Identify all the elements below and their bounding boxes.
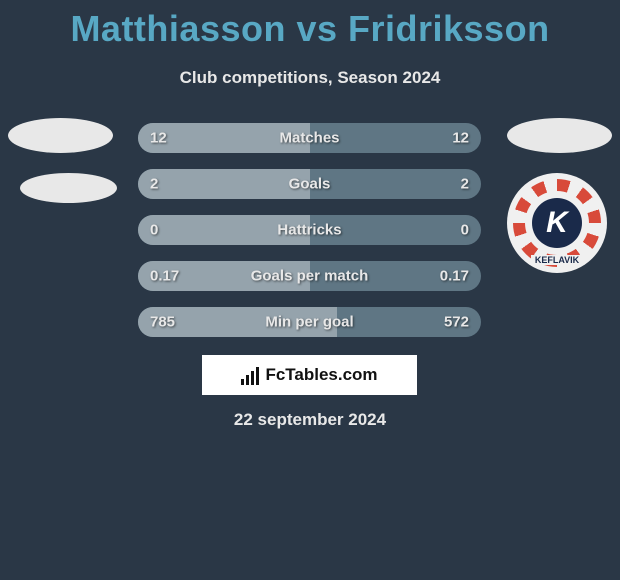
stat-value-left: 2: [150, 176, 158, 193]
brand-attribution[interactable]: FcTables.com: [202, 355, 417, 395]
stat-row-goals-per-match: 0.17 Goals per match 0.17: [138, 261, 481, 291]
stat-value-right: 572: [444, 314, 469, 331]
stat-bar-left: [138, 169, 310, 199]
team-logo-keflavik: K KEFLAVIK: [507, 173, 607, 273]
stat-value-right: 0: [461, 222, 469, 239]
stat-label: Hattricks: [277, 222, 341, 239]
stat-value-right: 12: [452, 130, 469, 147]
page-subtitle: Club competitions, Season 2024: [0, 68, 620, 88]
team-placeholder-icon: [507, 118, 612, 153]
team-logo-letter: K: [532, 198, 582, 248]
stat-row-hattricks: 0 Hattricks 0: [138, 215, 481, 245]
team-logo-name: KEFLAVIK: [531, 255, 583, 265]
right-team-badges: K KEFLAVIK: [507, 118, 612, 273]
left-team-badges: [8, 118, 117, 223]
page-title: Matthiasson vs Fridriksson: [0, 0, 620, 50]
stat-value-right: 2: [461, 176, 469, 193]
stat-label: Min per goal: [265, 314, 353, 331]
stats-table: 12 Matches 12 2 Goals 2 0 Hattricks 0 0.…: [138, 123, 481, 353]
stat-label: Goals: [289, 176, 331, 193]
stat-value-left: 785: [150, 314, 175, 331]
date-label: 22 september 2024: [0, 410, 620, 430]
team-placeholder-icon: [20, 173, 117, 203]
stat-row-min-per-goal: 785 Min per goal 572: [138, 307, 481, 337]
stat-row-goals: 2 Goals 2: [138, 169, 481, 199]
stat-value-left: 12: [150, 130, 167, 147]
brand-name: FcTables.com: [265, 365, 377, 385]
stat-value-left: 0.17: [150, 268, 179, 285]
bar-chart-icon: [241, 365, 261, 385]
team-placeholder-icon: [8, 118, 113, 153]
stat-value-right: 0.17: [440, 268, 469, 285]
stat-value-left: 0: [150, 222, 158, 239]
stat-row-matches: 12 Matches 12: [138, 123, 481, 153]
stat-label: Matches: [279, 130, 339, 147]
stat-label: Goals per match: [251, 268, 369, 285]
